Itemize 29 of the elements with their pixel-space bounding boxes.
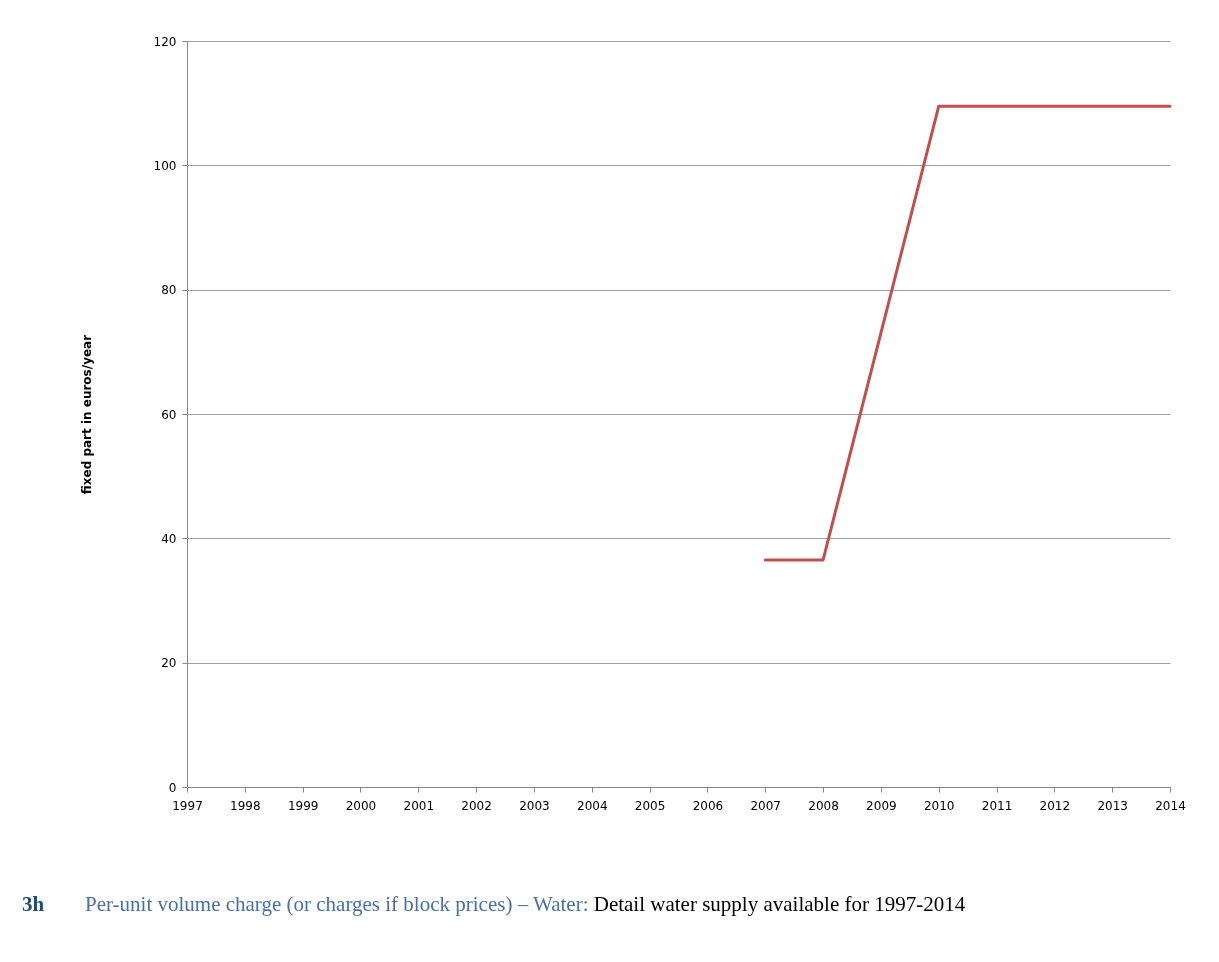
- x-tick-label: 1999: [287, 798, 319, 813]
- x-tick-label: 2006: [692, 798, 724, 813]
- y-tick-label: 0: [168, 780, 177, 795]
- text: 3h: [22, 892, 45, 917]
- x-tick-label: 2002: [461, 798, 492, 813]
- x-tick-label: 2013: [1097, 798, 1128, 813]
- y-tick-label: 100: [153, 158, 177, 173]
- x-tick-label: 2003: [519, 798, 550, 813]
- text: Detail water supply available for 1997-2014: [593, 892, 966, 916]
- x-tick-label: 2001: [403, 798, 435, 813]
- y-tick-label: 20: [161, 656, 177, 671]
- x-tick-label: 2009: [866, 798, 897, 813]
- y-tick-label: 40: [161, 531, 177, 546]
- x-tick-label: 2008: [808, 798, 839, 813]
- text: Per-unit volume charge (or charges if block prices) – Water:: [85, 892, 589, 916]
- x-tick-label: 2011: [981, 798, 1013, 813]
- y-axis-title: fixed part in euros/year: [79, 334, 94, 495]
- x-tick-label: 2000: [345, 798, 377, 813]
- x-tick-label: 1998: [230, 798, 261, 813]
- x-tick-label: 2012: [1039, 798, 1071, 813]
- y-tick-label: 120: [153, 34, 177, 49]
- x-tick-label: 2007: [750, 798, 782, 813]
- y-tick-label: 60: [161, 407, 177, 422]
- x-tick-label: 2004: [576, 798, 608, 813]
- x-tick-label: 1997: [172, 798, 203, 813]
- x-tick-label: 2005: [634, 798, 666, 813]
- x-tick-label: 2010: [923, 798, 955, 813]
- x-tick-label: 2014: [1155, 798, 1186, 813]
- y-tick-label: 80: [161, 283, 177, 298]
